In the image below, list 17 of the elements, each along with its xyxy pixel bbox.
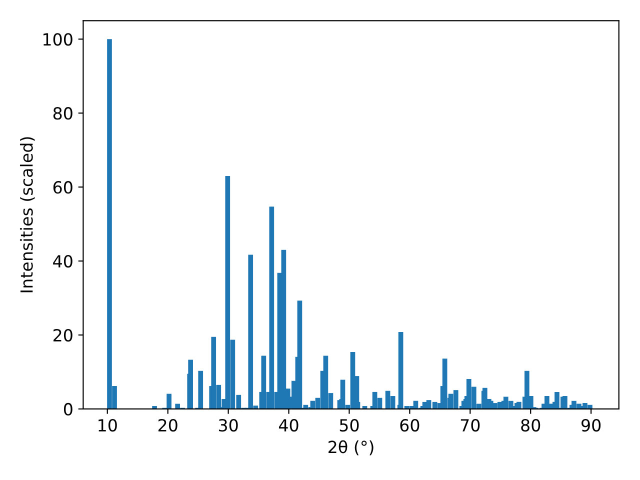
y-tick-label: 0 (64, 402, 72, 416)
y-tick-label: 40 (53, 254, 72, 268)
x-tick-label: 40 (278, 418, 298, 432)
x-tick-label: 50 (340, 418, 359, 432)
x-axis-title: 2θ (°) (328, 440, 374, 456)
y-tick-label: 80 (53, 107, 72, 120)
x-tick-label: 90 (582, 418, 601, 432)
y-tick-label: 100 (43, 33, 72, 46)
x-tick-label: 20 (158, 418, 178, 432)
x-tick-label: 30 (218, 418, 238, 432)
y-tick-label: 60 (53, 181, 72, 194)
x-tick-label: 80 (521, 418, 540, 432)
x-tick-label: 60 (400, 418, 420, 432)
y-tick-label: 20 (53, 328, 72, 342)
y-axis-title: Intensities (scaled) (20, 137, 35, 292)
x-tick-label: 10 (98, 418, 117, 432)
x-tick-label: 70 (460, 418, 480, 432)
